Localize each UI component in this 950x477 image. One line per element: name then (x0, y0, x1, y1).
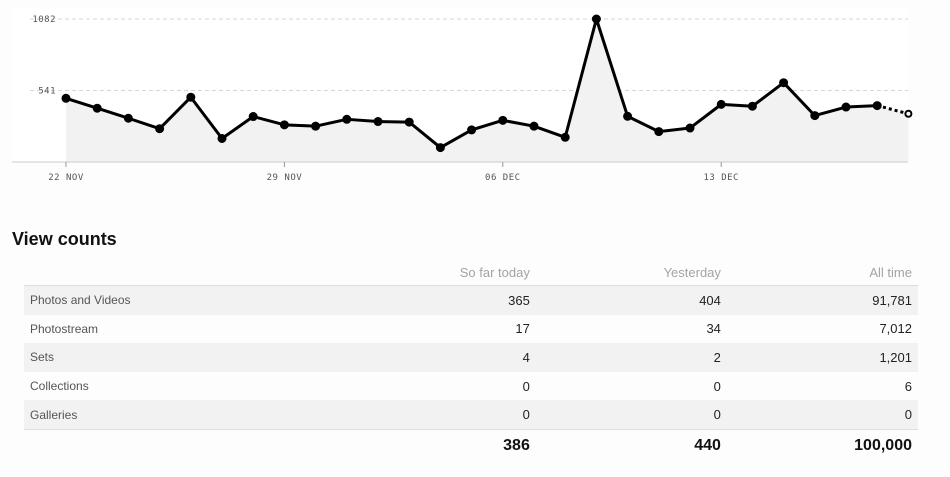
series-line-partial (876, 104, 909, 116)
header-all-time: All time (726, 259, 918, 286)
table-row: Photos and Videos 365 404 91,781 (24, 285, 918, 315)
row-label: Photostream (30, 321, 99, 336)
cell-today: 365 (351, 285, 536, 315)
cell-yesterday: 0 (713, 378, 721, 394)
y-tick-label: 1082 (32, 15, 56, 25)
row-label: Collections (30, 379, 89, 394)
table-row: Sets 4 2 1,201 (24, 343, 918, 372)
data-point (654, 127, 664, 137)
data-point (810, 111, 820, 121)
cell-all-time: 0 (726, 400, 918, 430)
table-header-row: So far today Yesterday All time (24, 259, 918, 286)
data-point (123, 113, 133, 123)
total-yesterday: 440 (535, 428, 727, 462)
data-point (61, 93, 71, 103)
data-point (904, 109, 913, 118)
data-point (560, 132, 570, 142)
header-label (24, 259, 352, 286)
header-so-far-today: So far today (351, 259, 536, 286)
cell-all-time: 1,201 (726, 343, 918, 372)
data-point (467, 125, 477, 135)
data-point (779, 78, 789, 88)
header-yesterday: Yesterday (535, 259, 727, 286)
row-label: Galleries (24, 400, 352, 430)
cell-yesterday: 404 (535, 285, 727, 315)
data-point (872, 101, 882, 111)
total-today: 386 (351, 428, 536, 462)
data-point (529, 121, 539, 131)
data-point (186, 92, 196, 102)
cell-yesterday: 0 (535, 400, 727, 430)
data-point (498, 115, 508, 125)
cell-all-time: 91,781 (726, 285, 918, 315)
area-fill (66, 19, 909, 162)
cell-today: 0 (522, 378, 530, 394)
x-tick-label: 06 DEC (485, 173, 521, 183)
data-point (92, 103, 102, 113)
view-counts-title: View counts (12, 229, 117, 249)
table-row: Collections 0 0 6 (24, 372, 918, 401)
x-tick-label: 13 DEC (703, 173, 739, 183)
views-chart: 1082 541 22 NOV 29 NOV 06 DEC 13 DEC (0, 0, 950, 190)
cell-yesterday: 2 (535, 343, 727, 372)
views-line-chart: 1082 541 22 NOV 29 NOV 06 DEC 13 DEC (12, 8, 913, 183)
data-point (342, 114, 352, 124)
cell-all-time: 7,012 (879, 321, 912, 337)
x-tick-label: 29 NOV (267, 173, 303, 183)
row-label: Sets (24, 343, 352, 372)
total-all-time: 100,000 (726, 428, 918, 462)
totals-row: 386 440 100,000 (24, 428, 918, 462)
cell-today: 17 (515, 321, 530, 337)
data-point (248, 112, 258, 122)
cell-today: 0 (351, 400, 536, 430)
data-point (747, 101, 757, 111)
cell-today: 4 (351, 343, 536, 372)
data-point (279, 120, 289, 130)
data-point (841, 102, 851, 112)
data-point (591, 14, 601, 24)
data-point (685, 123, 695, 133)
data-point (373, 117, 383, 127)
data-point (716, 99, 726, 109)
table-row: Photostream 17 34 7,012 (24, 315, 918, 344)
totals-label-cell (24, 428, 352, 462)
data-point (155, 124, 165, 134)
x-tick-label: 22 NOV (48, 173, 84, 183)
row-label: Photos and Videos (24, 285, 352, 315)
data-point (217, 133, 227, 143)
y-tick-label: 541 (38, 87, 56, 97)
data-point (404, 117, 414, 127)
table-row: Galleries 0 0 0 (24, 400, 918, 430)
data-point (435, 143, 445, 153)
cell-all-time: 6 (904, 378, 912, 394)
data-point (623, 111, 633, 121)
data-point (311, 121, 321, 131)
cell-yesterday: 34 (706, 321, 721, 337)
view-counts-table: So far today Yesterday All time Photos a… (24, 259, 918, 462)
